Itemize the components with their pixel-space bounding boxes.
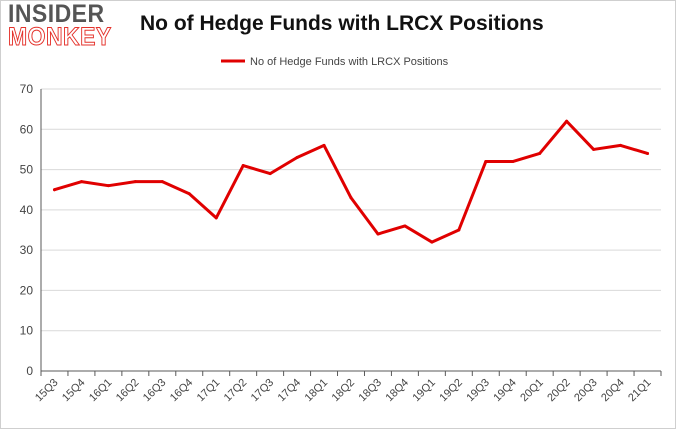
data-point — [511, 160, 515, 164]
legend-label: No of Hedge Funds with LRCX Positions — [250, 56, 449, 68]
data-point — [106, 184, 110, 188]
data-point — [133, 180, 137, 184]
chart-title: No of Hedge Funds with LRCX Positions — [140, 12, 544, 35]
x-tick-label: 16Q2 — [114, 377, 142, 405]
data-point — [484, 160, 488, 164]
x-tick-label: 20Q1 — [518, 377, 546, 405]
data-point — [592, 147, 596, 151]
y-tick-label: 50 — [20, 163, 34, 177]
x-tick-label: 16Q4 — [168, 377, 196, 405]
y-tick-label: 40 — [20, 203, 34, 217]
logo-line-2: MONKEY — [8, 23, 112, 51]
x-tick-label: 17Q1 — [195, 377, 223, 405]
x-tick-label: 18Q3 — [357, 377, 385, 405]
series-group — [52, 119, 650, 244]
x-tick-label: 16Q3 — [141, 377, 169, 405]
x-tick-label: 21Q1 — [626, 377, 654, 405]
data-point — [295, 155, 299, 159]
data-point — [79, 180, 83, 184]
legend: No of Hedge Funds with LRCX Positions — [221, 56, 449, 68]
x-tick-label: 19Q4 — [491, 377, 519, 405]
x-tick-label: 18Q2 — [330, 377, 358, 405]
x-tick-label: 19Q1 — [410, 377, 438, 405]
x-tick-label: 19Q3 — [464, 377, 492, 405]
y-tick-label: 20 — [20, 283, 34, 297]
data-point — [160, 180, 164, 184]
data-point — [268, 172, 272, 176]
y-tick-labels: 0 10 20 30 40 50 60 70 — [20, 82, 34, 378]
insider-monkey-logo: INSIDER MONKEY — [8, 0, 126, 51]
data-point — [241, 164, 245, 168]
x-tick-label: 17Q2 — [222, 377, 250, 405]
x-tick-label: 17Q4 — [276, 377, 304, 405]
x-tick-labels: 15Q3 15Q4 16Q1 16Q2 16Q3 16Q4 17Q1 17Q2 17Q3 17Q4… — [33, 377, 654, 405]
x-tick-label: 20Q4 — [599, 377, 627, 405]
data-point — [646, 151, 650, 155]
x-tick-label: 20Q3 — [572, 377, 600, 405]
x-tick-label: 19Q2 — [437, 377, 465, 405]
y-tick-label: 30 — [20, 243, 34, 257]
grid-lines — [41, 88, 661, 332]
x-tick-label: 18Q4 — [384, 377, 412, 405]
x-tick-label: 15Q3 — [33, 377, 61, 405]
data-point — [349, 196, 353, 200]
y-tick-label: 10 — [20, 324, 34, 338]
x-tick-label: 16Q1 — [87, 377, 115, 405]
data-point — [403, 224, 407, 228]
logo-line-1: INSIDER — [8, 0, 105, 28]
x-tick-label: 18Q1 — [303, 377, 331, 405]
x-tick-label: 17Q3 — [249, 377, 277, 405]
axes — [40, 89, 662, 376]
data-point — [214, 216, 218, 220]
data-point — [187, 192, 191, 196]
y-tick-label: 70 — [20, 82, 34, 96]
data-point — [430, 240, 434, 244]
x-tick-label: 20Q2 — [545, 377, 573, 405]
data-point — [565, 119, 569, 123]
data-point — [322, 143, 326, 147]
data-point — [619, 143, 623, 147]
data-point — [52, 188, 56, 192]
data-point — [457, 228, 461, 232]
y-tick-label: 0 — [26, 364, 33, 378]
data-point — [538, 151, 542, 155]
data-point — [376, 232, 380, 236]
series-line — [52, 119, 650, 244]
x-tick-label: 15Q4 — [60, 377, 88, 405]
y-tick-label: 60 — [20, 122, 34, 136]
